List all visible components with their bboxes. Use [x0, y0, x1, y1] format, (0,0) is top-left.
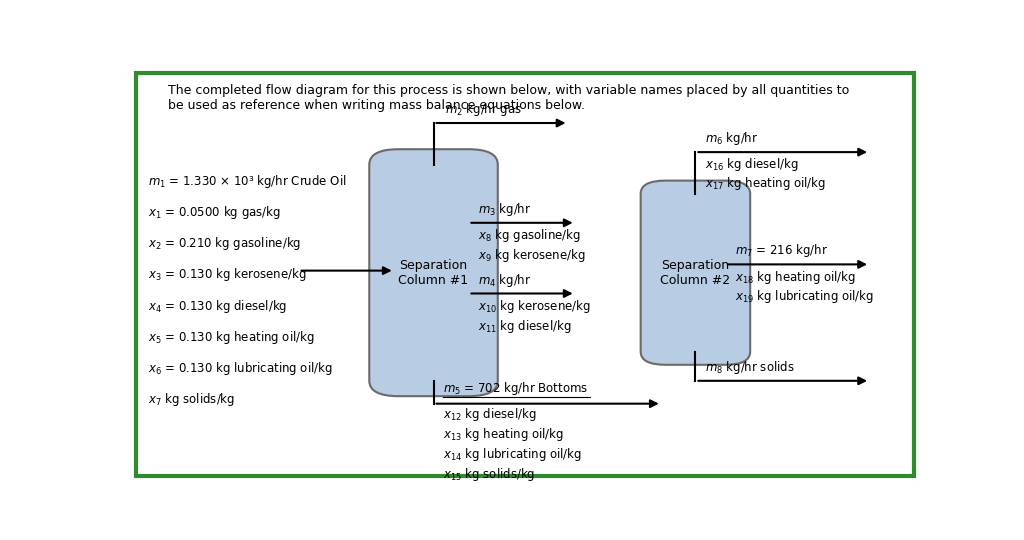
Text: $x_{12}$ kg diesel/kg: $x_{12}$ kg diesel/kg: [443, 406, 537, 423]
Text: $x_3$ = 0.130 kg kerosene/kg: $x_3$ = 0.130 kg kerosene/kg: [147, 266, 306, 284]
Text: $x_2$ = 0.210 kg gasoline/kg: $x_2$ = 0.210 kg gasoline/kg: [147, 235, 301, 252]
Text: $x_{18}$ kg heating oil/kg: $x_{18}$ kg heating oil/kg: [734, 268, 856, 286]
Text: $x_{11}$ kg diesel/kg: $x_{11}$ kg diesel/kg: [478, 318, 571, 335]
Text: $m_4$ kg/hr: $m_4$ kg/hr: [478, 272, 531, 288]
Text: $m_7$ = 216 kg/hr: $m_7$ = 216 kg/hr: [734, 242, 827, 259]
Text: $x_{13}$ kg heating oil/kg: $x_{13}$ kg heating oil/kg: [443, 426, 564, 443]
Text: The completed flow diagram for this process is shown below, with variable names : The completed flow diagram for this proc…: [168, 84, 849, 112]
Text: $x_{14}$ kg lubricating oil/kg: $x_{14}$ kg lubricating oil/kg: [443, 446, 583, 463]
Text: $m_1$ = 1.330 × 10³ kg/hr Crude Oil: $m_1$ = 1.330 × 10³ kg/hr Crude Oil: [147, 173, 346, 190]
Text: $x_{16}$ kg diesel/kg: $x_{16}$ kg diesel/kg: [705, 156, 799, 173]
Text: $x_8$ kg gasoline/kg: $x_8$ kg gasoline/kg: [478, 227, 581, 244]
Text: $x_{19}$ kg lubricating oil/kg: $x_{19}$ kg lubricating oil/kg: [734, 288, 873, 305]
FancyBboxPatch shape: [370, 149, 498, 396]
Text: Separation
Column #1: Separation Column #1: [398, 259, 469, 287]
Text: $x_{15}$ kg solids/kg: $x_{15}$ kg solids/kg: [443, 465, 536, 483]
FancyBboxPatch shape: [641, 180, 751, 365]
Text: Separation
Column #2: Separation Column #2: [660, 259, 730, 287]
Text: $m_8$ kg/hr solids: $m_8$ kg/hr solids: [705, 359, 795, 376]
Text: $x_7$ kg solids/kg: $x_7$ kg solids/kg: [147, 391, 234, 408]
Text: $x_{17}$ kg heating oil/kg: $x_{17}$ kg heating oil/kg: [705, 176, 826, 192]
Text: $x_5$ = 0.130 kg heating oil/kg: $x_5$ = 0.130 kg heating oil/kg: [147, 329, 314, 346]
Text: $x_6$ = 0.130 kg lubricating oil/kg: $x_6$ = 0.130 kg lubricating oil/kg: [147, 360, 333, 377]
Text: $m_5$ = 702 kg/hr Bottoms: $m_5$ = 702 kg/hr Bottoms: [443, 381, 589, 397]
Text: $m_6$ kg/hr: $m_6$ kg/hr: [705, 130, 759, 147]
Text: $m_3$ kg/hr: $m_3$ kg/hr: [478, 201, 531, 218]
Text: $x_1$ = 0.0500 kg gas/kg: $x_1$ = 0.0500 kg gas/kg: [147, 204, 281, 221]
Text: $x_{10}$ kg kerosene/kg: $x_{10}$ kg kerosene/kg: [478, 298, 591, 315]
Text: $m_2$ kg/hr gas: $m_2$ kg/hr gas: [445, 101, 522, 118]
Text: $x_9$ kg kerosene/kg: $x_9$ kg kerosene/kg: [478, 247, 586, 264]
Text: $x_4$ = 0.130 kg diesel/kg: $x_4$ = 0.130 kg diesel/kg: [147, 298, 287, 315]
